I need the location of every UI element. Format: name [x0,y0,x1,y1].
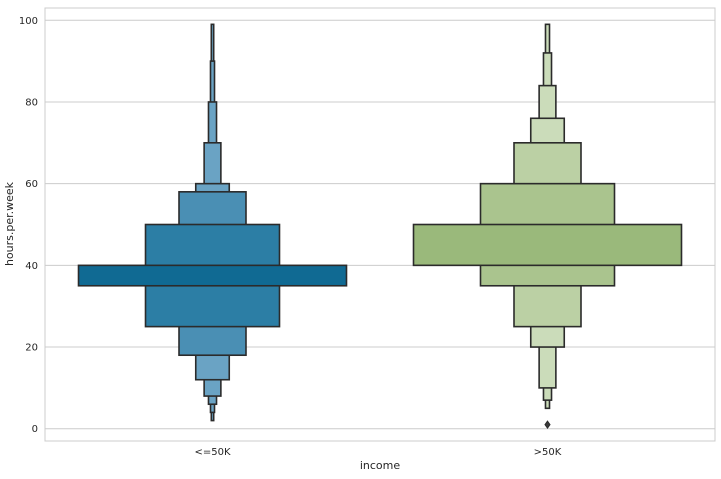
x-tick-label-0: <=50K [194,447,230,458]
y-tick-label-100: 100 [19,16,38,27]
boxen-level-1-0 [412,223,683,267]
boxen-marks [77,23,683,430]
x-axis-label: income [360,459,401,472]
plot-frame [44,7,716,442]
x-tick-label-1: >50K [534,447,562,458]
outlier-1-0 [544,420,551,430]
boxen-level-0-0 [77,264,348,287]
y-tick-label-80: 80 [25,97,38,108]
y-tick-label-20: 20 [25,343,38,354]
y-axis-ticks: 0 20 40 60 80 100 [19,16,38,435]
y-tick-label-0: 0 [32,424,38,435]
y-tick-label-60: 60 [25,179,38,190]
y-tick-label-40: 40 [25,261,38,272]
x-axis-ticks: <=50K >50K [194,447,561,458]
y-axis-label: hours.per.week [3,181,16,266]
